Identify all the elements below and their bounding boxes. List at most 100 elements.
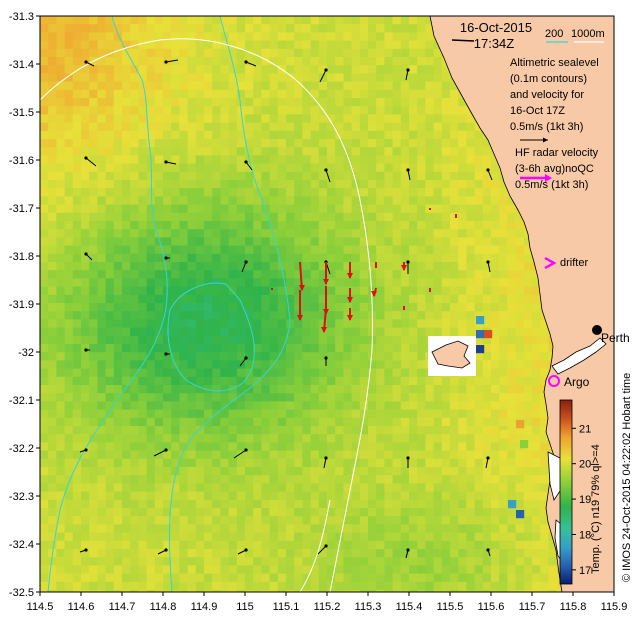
sst-cell	[278, 295, 287, 304]
sst-cell	[384, 524, 393, 533]
sst-cell	[466, 213, 475, 222]
sst-cell	[138, 377, 147, 386]
sst-cell	[311, 205, 320, 214]
sst-cell	[483, 352, 492, 361]
sst-cell	[409, 155, 418, 164]
sst-cell	[147, 385, 156, 394]
sst-cell	[56, 82, 65, 91]
sst-cell	[393, 516, 402, 525]
sst-cell	[106, 172, 115, 181]
sst-cell	[434, 475, 443, 484]
sst-cell	[491, 328, 500, 337]
sst-cell	[229, 303, 238, 312]
sst-cell	[40, 32, 49, 41]
sst-cell	[261, 49, 270, 58]
sst-cell	[188, 65, 197, 74]
sst-cell	[352, 270, 361, 279]
sst-cell	[171, 237, 180, 246]
sst-cell	[188, 114, 197, 123]
sst-cell	[188, 131, 197, 140]
sst-cell	[171, 24, 180, 33]
sst-cell	[335, 262, 344, 271]
sst-cell	[335, 459, 344, 468]
sst-cell	[261, 418, 270, 427]
sst-cell	[417, 385, 426, 394]
sst-cell	[196, 16, 205, 25]
sst-cell	[425, 172, 434, 181]
sst-cell	[294, 492, 303, 501]
sst-cell	[73, 352, 82, 361]
sst-cell	[302, 352, 311, 361]
sst-cell	[475, 147, 484, 156]
sst-cell	[294, 90, 303, 99]
sst-cell	[302, 549, 311, 558]
sst-cell	[138, 270, 147, 279]
sst-cell	[114, 180, 123, 189]
sst-cell	[311, 533, 320, 542]
sst-cell	[65, 516, 74, 525]
sst-cell	[163, 90, 172, 99]
sst-cell	[188, 410, 197, 419]
sst-cell	[286, 155, 295, 164]
sst-cell	[532, 451, 541, 460]
sst-cell	[401, 311, 410, 320]
sst-cell	[81, 311, 90, 320]
sst-cell	[171, 262, 180, 271]
sst-cell	[204, 319, 213, 328]
sst-cell	[56, 131, 65, 140]
sst-cell	[376, 106, 385, 115]
sst-cell	[409, 32, 418, 41]
sst-cell	[475, 278, 484, 287]
sst-cell	[516, 451, 525, 460]
sst-cell	[245, 270, 254, 279]
sst-cell	[302, 196, 311, 205]
sst-cell	[56, 229, 65, 238]
sst-cell	[466, 524, 475, 533]
sst-cell	[335, 24, 344, 33]
sst-cell	[434, 172, 443, 181]
sst-cell	[212, 123, 221, 132]
sst-cell	[73, 459, 82, 468]
sst-cell	[384, 319, 393, 328]
sst-cell	[417, 418, 426, 427]
sst-cell	[179, 541, 188, 550]
sst-cell	[417, 205, 426, 214]
sst-cell	[229, 295, 238, 304]
sst-cell	[401, 533, 410, 542]
sst-cell	[155, 106, 164, 115]
sst-cell	[548, 574, 557, 583]
sst-cell	[442, 483, 451, 492]
sst-cell	[352, 205, 361, 214]
sst-cell	[179, 328, 188, 337]
sst-cell	[442, 549, 451, 558]
sst-cell	[409, 98, 418, 107]
sst-cell	[114, 508, 123, 517]
sst-cell	[442, 303, 451, 312]
sst-cell	[442, 213, 451, 222]
sst-cell	[179, 155, 188, 164]
sst-cell	[253, 229, 262, 238]
sst-cell	[434, 533, 443, 542]
sst-cell	[278, 188, 287, 197]
sst-cell	[507, 287, 516, 296]
sst-cell	[48, 188, 57, 197]
sst-cell	[147, 57, 156, 66]
sst-cell	[335, 385, 344, 394]
sst-cell	[220, 213, 229, 222]
sst-cell	[253, 336, 262, 345]
sst-cell	[179, 369, 188, 378]
sst-cell	[417, 295, 426, 304]
sst-cell	[442, 221, 451, 230]
sst-cell	[212, 565, 221, 574]
sst-cell	[466, 295, 475, 304]
sst-cell	[294, 98, 303, 107]
sst-cell	[450, 565, 459, 574]
sst-cell	[122, 344, 131, 353]
sst-cell	[261, 557, 270, 566]
sst-cell	[466, 237, 475, 246]
sst-cell	[311, 114, 320, 123]
sst-cell	[40, 319, 49, 328]
sst-cell	[409, 459, 418, 468]
sst-cell	[65, 524, 74, 533]
sst-cell	[188, 106, 197, 115]
